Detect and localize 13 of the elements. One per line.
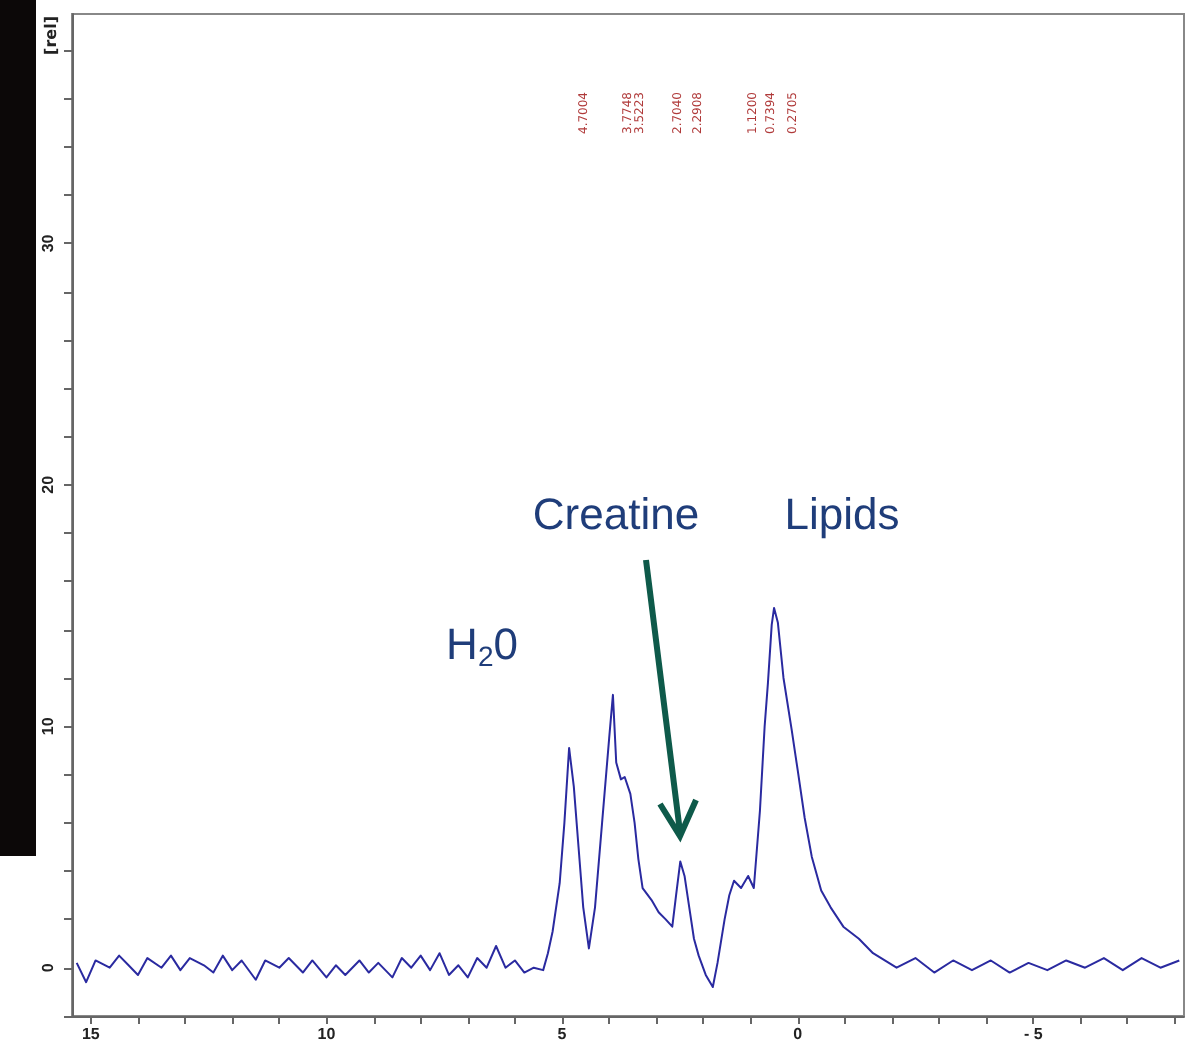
x-tick-label: 15 <box>81 1025 101 1043</box>
annotation: Creatine <box>532 489 700 539</box>
x-tick-label: - 5 <box>1023 1025 1044 1043</box>
x-tick-label: 10 <box>317 1025 337 1043</box>
y-tick-label: 0 <box>39 962 57 973</box>
x-tick-label: 5 <box>557 1025 568 1043</box>
y-tick-label: 30 <box>39 233 57 253</box>
y-tick-label: 10 <box>39 716 57 736</box>
y-axis-title: [rel] <box>42 16 60 55</box>
x-tick-label: 0 <box>793 1025 804 1043</box>
y-tick-label: 20 <box>39 474 57 494</box>
line-series <box>75 606 1181 989</box>
annotation: Lipids <box>784 489 900 539</box>
